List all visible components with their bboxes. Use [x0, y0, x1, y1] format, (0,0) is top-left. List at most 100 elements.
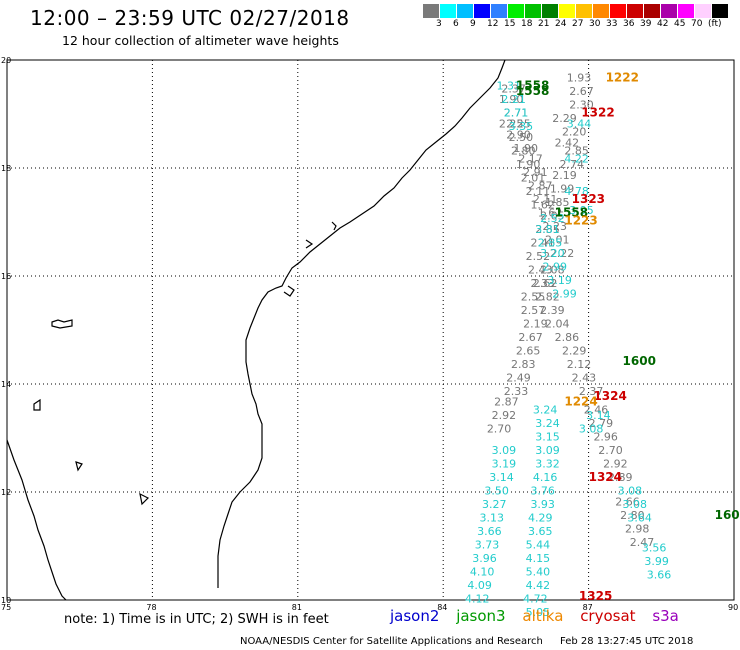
- wave-height-reading: 3.09: [535, 444, 560, 457]
- wave-height-reading: 2.05: [540, 209, 565, 222]
- wave-height-reading: 2.98: [625, 523, 650, 536]
- credit-timestamp: Feb 28 13:27:45 UTC 2018: [560, 636, 694, 647]
- wave-height-reading: 3.44: [567, 118, 592, 131]
- legend-jason2: jason2: [390, 607, 440, 625]
- wave-height-reading: 2.67: [518, 331, 543, 344]
- x-tick-label: 87: [583, 603, 593, 612]
- color-swatch: [593, 4, 610, 18]
- pass-time-label: 1325: [579, 589, 612, 603]
- wave-height-reading: 4.78: [564, 185, 589, 198]
- wave-height-reading: 2.41: [530, 236, 555, 249]
- wave-height-reading: 2.82: [535, 290, 560, 303]
- color-swatch: [542, 4, 559, 18]
- wave-height-reading: 2.33: [530, 277, 555, 290]
- wave-height-reading: 3.09: [492, 444, 516, 457]
- wave-height-reading: 2.29: [562, 344, 587, 357]
- wave-height-reading: 3.08: [579, 423, 604, 436]
- coastline-east-india: [217, 59, 506, 588]
- color-scale-swatches: [423, 4, 733, 18]
- legend-cryosat: cryosat: [580, 607, 636, 625]
- wave-height-reading: 2.70: [598, 444, 623, 457]
- color-scale-label: 39: [640, 19, 652, 29]
- wave-height-reading: 2.71: [504, 107, 529, 120]
- wave-height-reading: 2.43: [572, 371, 597, 384]
- map-note: note: 1) Time is in UTC; 2) SWH is in fe…: [64, 612, 329, 627]
- color-swatch: [576, 4, 593, 18]
- wave-height-reading: 2.29: [552, 112, 577, 125]
- wave-height-reading: 3.19: [492, 458, 516, 471]
- wave-height-reading: 2.50: [509, 131, 534, 144]
- color-scale-label: 18: [521, 19, 533, 29]
- pass-time-label: 1322: [581, 106, 614, 120]
- wave-height-reading: 2.19: [552, 169, 577, 182]
- wave-height-reading: 1.90: [513, 142, 538, 155]
- wave-height-reading: 2.22: [550, 247, 575, 260]
- wave-height-reading: 5.40: [526, 566, 551, 579]
- wave-height-reading: 3.35: [509, 120, 534, 133]
- wave-height-reading: 4.12: [465, 593, 490, 606]
- y-tick-label: 12: [1, 488, 11, 497]
- wave-height-reading: 2.99: [543, 261, 568, 274]
- wave-height-reading: 2.55: [521, 290, 546, 303]
- color-scale-label: 12: [487, 19, 499, 29]
- island-small-1: [33, 398, 41, 411]
- pass-time-label: 1558: [516, 84, 549, 98]
- color-scale-label: 42: [657, 19, 669, 29]
- color-scale-label: 6: [453, 19, 459, 29]
- credit-line: NOAA/NESDIS Center for Satellite Applica…: [240, 636, 693, 647]
- color-swatch: [423, 4, 440, 18]
- color-scale-labels: 3 6 9 12 15 18 21 24 27 30 33 36 39 42 45 70 (ft): [423, 18, 733, 30]
- wave-height-reading: 4.72: [523, 593, 548, 606]
- y-tick-label: 14: [1, 380, 11, 389]
- wave-height-reading: 1.90: [499, 93, 523, 106]
- wave-height-reading: 2.65: [516, 344, 541, 357]
- map-subtitle: 12 hour collection of altimeter wave hei…: [62, 33, 339, 48]
- color-swatch: [474, 4, 491, 18]
- color-scale-label: 3: [436, 19, 442, 29]
- wave-height-reading: 2.79: [589, 417, 614, 430]
- wave-height-reading: 1.93: [567, 72, 592, 85]
- wave-height-reading: 5.05: [526, 606, 551, 619]
- color-swatch: [610, 4, 627, 18]
- x-tick-label: 75: [1, 603, 11, 612]
- wave-height-reading: 3.64: [627, 512, 652, 525]
- satellite-legend: jason2 jason3 altika cryosat s3a: [390, 607, 691, 625]
- wave-height-color-scale: 3 6 9 12 15 18 21 24 27 30 33 36 39 42 45 70 (ft): [423, 4, 733, 30]
- y-tick-label: 16: [1, 272, 11, 281]
- wave-height-reading: 2.12: [567, 358, 592, 371]
- wave-height-reading: 2.46: [584, 404, 609, 417]
- pass-time-label: 1558: [555, 206, 588, 220]
- color-swatch: [559, 4, 576, 18]
- wave-height-reading: 2.39: [540, 304, 565, 317]
- wave-height-reading: 3.32: [535, 458, 560, 471]
- wave-height-reading: 3.19: [547, 274, 572, 287]
- wave-height-reading: 2.43: [528, 263, 553, 276]
- legend-altika: altika: [522, 607, 564, 625]
- wave-height-reading: 2.11: [533, 193, 558, 206]
- wave-height-reading: 2.33: [504, 385, 529, 398]
- coastline-sri-lanka-india-south: [6, 439, 67, 601]
- wave-height-reading: 2.57: [521, 304, 546, 317]
- color-scale-label: 15: [504, 19, 516, 29]
- pass-time-label: 1222: [606, 71, 639, 85]
- pass-time-label: 1324: [589, 470, 622, 484]
- wave-height-reading: 3.81: [535, 223, 560, 236]
- color-swatch: [627, 4, 644, 18]
- wave-height-reading: 3.08: [623, 498, 648, 511]
- wave-height-reading: 2.71: [504, 107, 529, 120]
- wave-height-reading: 2.80: [620, 509, 645, 522]
- color-scale-label: 9: [470, 19, 476, 29]
- wave-height-reading: 3.27: [482, 498, 507, 511]
- pass-time-label: 1223: [564, 214, 597, 228]
- wave-height-reading: 3.66: [477, 525, 502, 538]
- color-swatch: [457, 4, 474, 18]
- river-inlet-3: [283, 285, 295, 297]
- wave-height-reading: 2.21: [501, 93, 526, 106]
- wave-height-reading: 2.25: [499, 118, 523, 131]
- pass-time-label: 1324: [593, 389, 626, 403]
- pass-time-label: 1558: [516, 79, 549, 93]
- wave-height-reading: 1.99: [550, 182, 575, 195]
- pass-time-label: 1600: [623, 354, 656, 368]
- wave-height-reading: 2.35: [535, 223, 560, 236]
